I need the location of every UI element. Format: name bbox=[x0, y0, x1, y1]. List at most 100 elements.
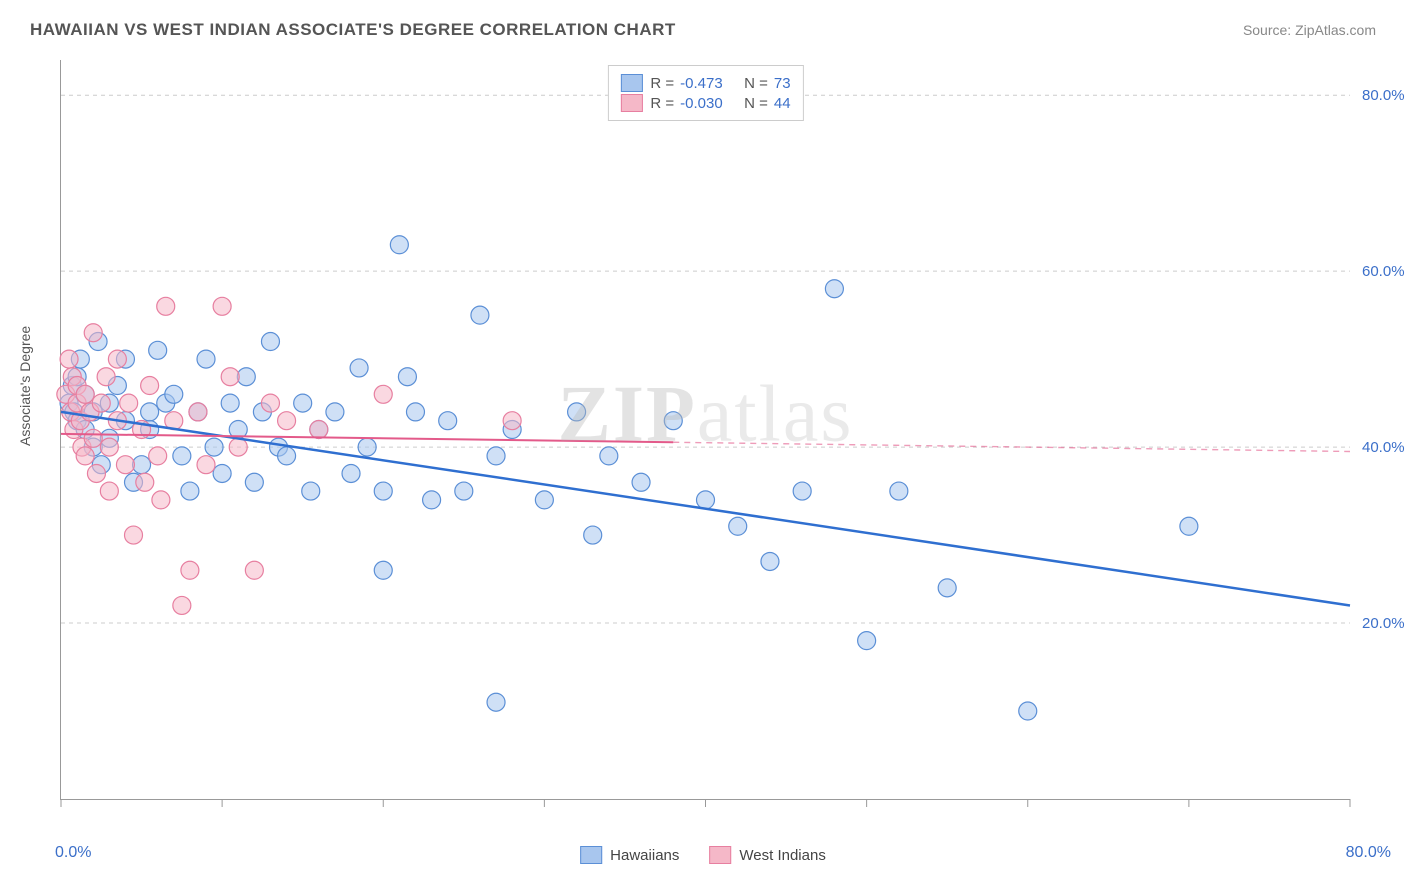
data-point-hawaiians bbox=[133, 456, 151, 474]
y-tick-label: 20.0% bbox=[1362, 615, 1405, 632]
data-point-hawaiians bbox=[278, 447, 296, 465]
data-point-hawaiians bbox=[938, 579, 956, 597]
data-point-west_indians bbox=[100, 438, 118, 456]
data-point-west_indians bbox=[100, 482, 118, 500]
data-point-hawaiians bbox=[471, 306, 489, 324]
data-point-west_indians bbox=[97, 368, 115, 386]
data-point-hawaiians bbox=[697, 491, 715, 509]
r-value-westindians: -0.030 bbox=[680, 95, 736, 112]
data-point-hawaiians bbox=[825, 280, 843, 298]
swatch-hawaiians bbox=[620, 74, 642, 92]
x-axis-min-label: 0.0% bbox=[55, 844, 91, 862]
data-point-hawaiians bbox=[406, 403, 424, 421]
data-point-west_indians bbox=[76, 447, 94, 465]
n-label: N = bbox=[744, 75, 768, 92]
r-value-hawaiians: -0.473 bbox=[680, 75, 736, 92]
data-point-hawaiians bbox=[729, 517, 747, 535]
plot-area: ZIPatlas R = -0.473 N = 73 R = -0.030 N … bbox=[60, 60, 1350, 800]
data-point-west_indians bbox=[374, 385, 392, 403]
data-point-hawaiians bbox=[350, 359, 368, 377]
legend-label-hawaiians: Hawaiians bbox=[610, 847, 679, 864]
legend-swatch-westindians bbox=[709, 846, 731, 864]
data-point-hawaiians bbox=[181, 482, 199, 500]
data-point-hawaiians bbox=[326, 403, 344, 421]
data-point-hawaiians bbox=[600, 447, 618, 465]
legend-item-hawaiians: Hawaiians bbox=[580, 846, 679, 864]
legend-swatch-hawaiians bbox=[580, 846, 602, 864]
y-axis-title: Associate's Degree bbox=[17, 326, 33, 446]
data-point-west_indians bbox=[120, 394, 138, 412]
data-point-hawaiians bbox=[374, 561, 392, 579]
data-point-hawaiians bbox=[487, 447, 505, 465]
data-point-hawaiians bbox=[890, 482, 908, 500]
data-point-hawaiians bbox=[793, 482, 811, 500]
data-point-west_indians bbox=[157, 297, 175, 315]
data-point-hawaiians bbox=[302, 482, 320, 500]
legend-label-westindians: West Indians bbox=[739, 847, 825, 864]
data-point-hawaiians bbox=[455, 482, 473, 500]
data-point-west_indians bbox=[84, 429, 102, 447]
data-point-west_indians bbox=[108, 350, 126, 368]
data-point-west_indians bbox=[213, 297, 231, 315]
stats-row-hawaiians: R = -0.473 N = 73 bbox=[620, 74, 790, 92]
data-point-west_indians bbox=[229, 438, 247, 456]
data-point-hawaiians bbox=[237, 368, 255, 386]
y-tick-label: 60.0% bbox=[1362, 263, 1405, 280]
data-point-west_indians bbox=[278, 412, 296, 430]
data-point-hawaiians bbox=[261, 333, 279, 351]
r-label: R = bbox=[650, 95, 674, 112]
data-point-hawaiians bbox=[664, 412, 682, 430]
data-point-west_indians bbox=[60, 350, 78, 368]
data-point-west_indians bbox=[152, 491, 170, 509]
data-point-hawaiians bbox=[487, 693, 505, 711]
stats-row-westindians: R = -0.030 N = 44 bbox=[620, 94, 790, 112]
data-point-hawaiians bbox=[165, 385, 183, 403]
chart-title: HAWAIIAN VS WEST INDIAN ASSOCIATE'S DEGR… bbox=[30, 20, 676, 40]
data-point-hawaiians bbox=[374, 482, 392, 500]
data-point-west_indians bbox=[221, 368, 239, 386]
r-label: R = bbox=[650, 75, 674, 92]
data-point-west_indians bbox=[261, 394, 279, 412]
data-point-hawaiians bbox=[390, 236, 408, 254]
data-point-west_indians bbox=[197, 456, 215, 474]
data-point-hawaiians bbox=[535, 491, 553, 509]
y-tick-label: 80.0% bbox=[1362, 87, 1405, 104]
data-point-hawaiians bbox=[197, 350, 215, 368]
data-point-west_indians bbox=[189, 403, 207, 421]
x-axis-max-label: 80.0% bbox=[1346, 844, 1391, 862]
data-point-west_indians bbox=[245, 561, 263, 579]
data-point-hawaiians bbox=[342, 464, 360, 482]
data-point-west_indians bbox=[136, 473, 154, 491]
n-label: N = bbox=[744, 95, 768, 112]
legend-item-westindians: West Indians bbox=[709, 846, 825, 864]
data-point-west_indians bbox=[181, 561, 199, 579]
data-point-hawaiians bbox=[149, 341, 167, 359]
data-point-west_indians bbox=[503, 412, 521, 430]
data-point-west_indians bbox=[87, 464, 105, 482]
swatch-westindians bbox=[620, 94, 642, 112]
data-point-west_indians bbox=[310, 421, 328, 439]
data-point-hawaiians bbox=[1019, 702, 1037, 720]
data-point-west_indians bbox=[125, 526, 143, 544]
data-point-hawaiians bbox=[294, 394, 312, 412]
data-point-hawaiians bbox=[1180, 517, 1198, 535]
data-point-hawaiians bbox=[398, 368, 416, 386]
data-point-hawaiians bbox=[568, 403, 586, 421]
data-point-west_indians bbox=[116, 456, 134, 474]
bottom-legend: Hawaiians West Indians bbox=[580, 846, 826, 864]
data-point-hawaiians bbox=[173, 447, 191, 465]
chart-svg: 20.0%40.0%60.0%80.0% bbox=[61, 60, 1350, 799]
data-point-hawaiians bbox=[761, 552, 779, 570]
data-point-hawaiians bbox=[141, 403, 159, 421]
data-point-west_indians bbox=[84, 324, 102, 342]
data-point-hawaiians bbox=[858, 632, 876, 650]
data-point-west_indians bbox=[92, 394, 110, 412]
data-point-hawaiians bbox=[423, 491, 441, 509]
data-point-hawaiians bbox=[632, 473, 650, 491]
data-point-hawaiians bbox=[245, 473, 263, 491]
n-value-hawaiians: 73 bbox=[774, 75, 791, 92]
source-label: Source: ZipAtlas.com bbox=[1243, 22, 1376, 38]
data-point-hawaiians bbox=[221, 394, 239, 412]
data-point-hawaiians bbox=[358, 438, 376, 456]
data-point-west_indians bbox=[141, 377, 159, 395]
